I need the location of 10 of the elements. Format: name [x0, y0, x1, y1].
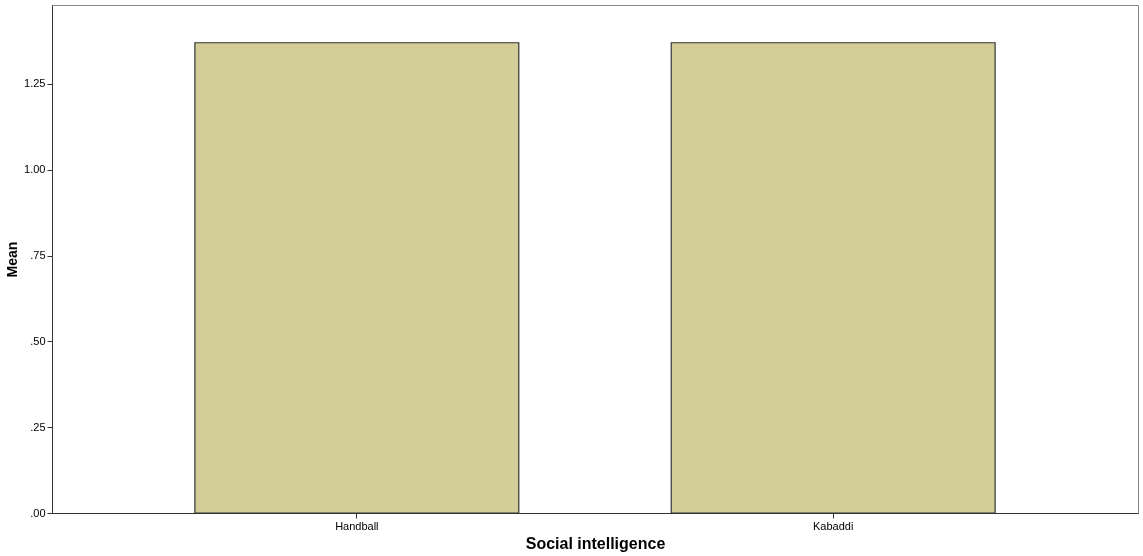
y-tick-label: .75	[30, 249, 46, 262]
x-tick-label: Kabaddi	[812, 519, 854, 532]
x-axis-title: Social intelligence	[525, 534, 666, 552]
y-tick-label: 1.00	[24, 163, 46, 176]
y-tick-label: 1.25	[24, 77, 46, 90]
y-tick-label: .50	[30, 334, 46, 347]
x-tick-label: Handball	[335, 519, 379, 532]
y-tick-label: .00	[30, 506, 46, 519]
y-tick-label: .25	[30, 420, 46, 433]
y-axis-title: Mean	[4, 241, 21, 278]
